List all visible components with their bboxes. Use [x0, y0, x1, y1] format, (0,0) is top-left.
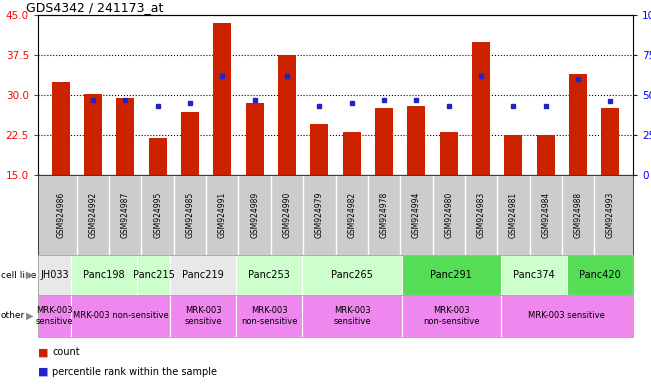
Bar	[602, 108, 619, 175]
Bar	[569, 74, 587, 175]
Bar	[537, 135, 555, 175]
Text: Panc265: Panc265	[331, 270, 373, 280]
Bar	[343, 132, 361, 175]
Text: GSM924985: GSM924985	[186, 192, 195, 238]
Text: GSM924991: GSM924991	[218, 192, 227, 238]
Text: MRK-003
non-sensitive: MRK-003 non-sensitive	[241, 306, 298, 326]
Text: MRK-003
non-sensitive: MRK-003 non-sensitive	[423, 306, 479, 326]
Text: GSM924989: GSM924989	[250, 192, 259, 238]
Text: GSM924980: GSM924980	[444, 192, 453, 238]
Text: Panc291: Panc291	[430, 270, 472, 280]
Text: Panc420: Panc420	[579, 270, 621, 280]
Text: GSM924979: GSM924979	[315, 192, 324, 238]
Text: Panc253: Panc253	[249, 270, 290, 280]
Text: GSM924984: GSM924984	[541, 192, 550, 238]
Text: MRK-003 sensitive: MRK-003 sensitive	[529, 311, 605, 321]
Text: Panc215: Panc215	[133, 270, 174, 280]
Text: GSM924994: GSM924994	[412, 192, 421, 238]
Text: Panc198: Panc198	[83, 270, 125, 280]
Bar	[214, 23, 231, 175]
Text: MRK-003 non-sensitive: MRK-003 non-sensitive	[73, 311, 169, 321]
Text: GSM924990: GSM924990	[283, 192, 292, 238]
Bar	[311, 124, 328, 175]
Bar	[246, 103, 264, 175]
Text: GDS4342 / 241173_at: GDS4342 / 241173_at	[26, 1, 163, 14]
Bar	[375, 108, 393, 175]
Text: cell line: cell line	[1, 270, 36, 280]
Text: ■: ■	[38, 348, 49, 358]
Text: GSM924981: GSM924981	[509, 192, 518, 238]
Text: Panc374: Panc374	[513, 270, 555, 280]
Text: GSM924978: GSM924978	[380, 192, 389, 238]
Bar	[117, 98, 134, 175]
Bar	[51, 82, 70, 175]
Text: other: other	[1, 311, 25, 321]
Text: count: count	[52, 348, 80, 358]
Text: ▶: ▶	[27, 270, 34, 280]
Text: percentile rank within the sample: percentile rank within the sample	[52, 367, 217, 377]
Text: GSM924988: GSM924988	[574, 192, 583, 238]
Text: MRK-003
sensitive: MRK-003 sensitive	[36, 306, 74, 326]
Text: GSM924983: GSM924983	[477, 192, 486, 238]
Text: GSM924992: GSM924992	[89, 192, 98, 238]
Text: ■: ■	[38, 367, 49, 377]
Text: MRK-003
sensitive: MRK-003 sensitive	[333, 306, 371, 326]
Text: GSM924987: GSM924987	[121, 192, 130, 238]
Bar	[472, 42, 490, 175]
Text: MRK-003
sensitive: MRK-003 sensitive	[184, 306, 222, 326]
Text: GSM924986: GSM924986	[56, 192, 65, 238]
Text: GSM924995: GSM924995	[153, 192, 162, 238]
Bar	[408, 106, 425, 175]
Bar	[181, 112, 199, 175]
Bar	[440, 132, 458, 175]
Text: JH033: JH033	[40, 270, 69, 280]
Bar	[505, 135, 522, 175]
Text: GSM924982: GSM924982	[347, 192, 356, 238]
Bar	[84, 94, 102, 175]
Text: GSM924993: GSM924993	[606, 192, 615, 238]
Bar	[149, 138, 167, 175]
Text: ▶: ▶	[27, 311, 34, 321]
Bar	[278, 55, 296, 175]
Text: Panc219: Panc219	[182, 270, 224, 280]
